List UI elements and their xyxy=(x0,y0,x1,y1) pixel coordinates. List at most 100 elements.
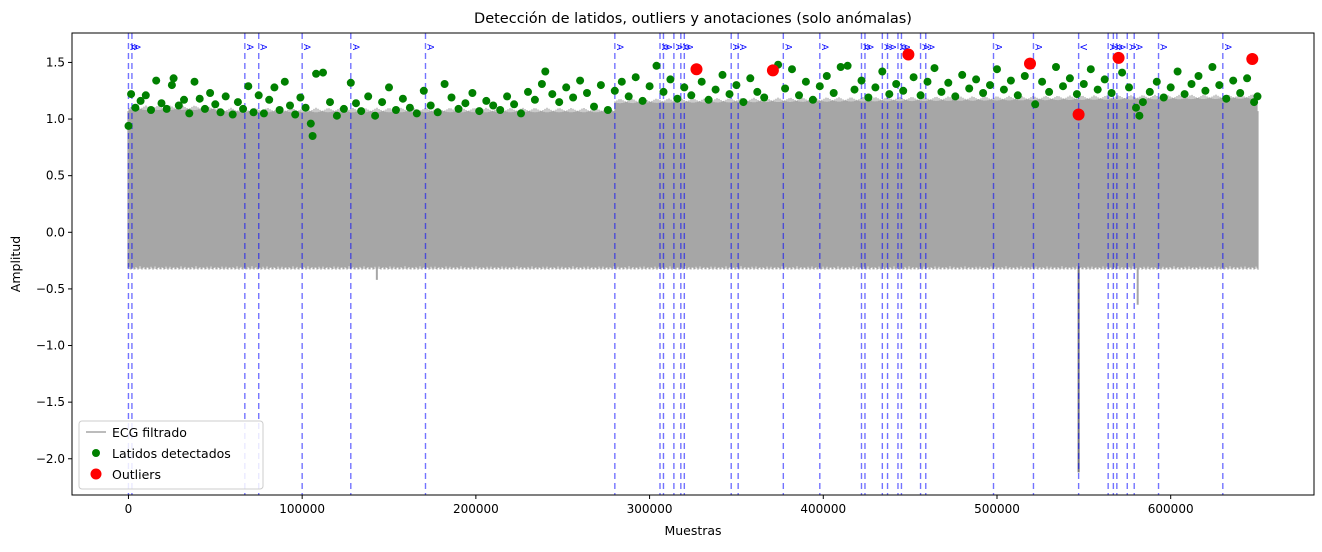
annotation-label: A xyxy=(258,44,268,51)
beat-point xyxy=(216,108,225,117)
beat-point xyxy=(645,82,654,91)
beat-point xyxy=(1145,87,1154,96)
beat-point xyxy=(162,104,171,113)
beat-point xyxy=(124,121,133,130)
beat-point xyxy=(739,98,748,107)
beat-point xyxy=(185,109,194,118)
beat-point xyxy=(718,70,727,79)
beat-point xyxy=(1020,72,1029,80)
beat-point xyxy=(510,100,519,109)
beat-point xyxy=(548,90,557,99)
beat-point xyxy=(631,73,640,82)
beat-point xyxy=(569,93,578,102)
beat-point xyxy=(801,77,810,86)
beat-point xyxy=(930,64,939,73)
beat-point xyxy=(788,65,796,74)
beat-point xyxy=(169,74,178,83)
beat-point xyxy=(871,83,880,92)
outlier-point xyxy=(766,64,779,77)
beat-point xyxy=(489,101,498,110)
beat-point xyxy=(1152,77,1161,86)
beat-point xyxy=(687,91,696,100)
beat-point xyxy=(233,98,242,107)
y-tick-label: 1.5 xyxy=(46,55,65,69)
beat-point xyxy=(892,80,901,88)
beat-point xyxy=(221,92,230,101)
beat-point xyxy=(864,93,873,102)
beat-point xyxy=(239,104,248,113)
beat-point xyxy=(659,87,668,96)
beat-point xyxy=(147,106,155,114)
beat-point xyxy=(843,61,852,70)
beat-point xyxy=(291,110,300,119)
legend: ECG filtrado Latidos detectados Outliers xyxy=(78,420,264,490)
beat-point xyxy=(795,91,803,100)
beat-point xyxy=(524,87,532,96)
beat-point xyxy=(972,75,981,84)
x-axis: 0 100000 200000 300000 400000 500000 600000 xyxy=(125,495,1194,516)
beat-point xyxy=(275,106,284,114)
beat-point xyxy=(697,77,706,86)
beat-point xyxy=(312,69,321,78)
annotation-label: A xyxy=(730,44,740,51)
annotation-label: A xyxy=(1133,44,1143,51)
x-tick-label: 100000 xyxy=(279,502,325,516)
legend-outliers-marker xyxy=(90,468,102,480)
beat-point xyxy=(541,67,550,76)
beat-point xyxy=(1059,82,1067,91)
outlier-point xyxy=(1112,51,1125,64)
beat-point xyxy=(815,82,824,91)
beat-point xyxy=(517,109,525,118)
y-axis: −2.0 −1.5 −1.0 −0.5 0.0 0.5 1.0 1.5 xyxy=(36,55,72,466)
beat-point xyxy=(993,65,1001,74)
beat-point xyxy=(206,89,215,97)
beat-point xyxy=(319,68,327,77)
beat-point xyxy=(332,111,341,120)
beat-point xyxy=(1180,90,1189,99)
x-axis-label: Muestras xyxy=(664,523,721,538)
beat-point xyxy=(482,96,491,105)
x-tick-label: 200000 xyxy=(453,502,499,516)
beat-point xyxy=(180,95,188,104)
annotation-label: A xyxy=(1107,44,1117,51)
beat-point xyxy=(732,81,741,90)
beat-point xyxy=(496,106,505,114)
beat-point xyxy=(850,85,859,94)
beat-point xyxy=(157,99,166,108)
beat-point xyxy=(965,84,974,93)
y-axis-label: Amplitud xyxy=(8,236,23,292)
beat-point xyxy=(1201,86,1210,95)
beat-point xyxy=(461,99,470,108)
beat-point xyxy=(624,92,633,101)
beat-point xyxy=(555,98,564,107)
annotation-label: A xyxy=(920,44,930,51)
beat-point xyxy=(1253,92,1262,101)
beat-point xyxy=(857,76,866,85)
beat-point xyxy=(352,99,360,108)
beat-point xyxy=(673,94,682,103)
beat-point xyxy=(364,92,373,101)
beat-point xyxy=(1222,94,1231,103)
beat-point xyxy=(339,104,348,113)
beat-point xyxy=(228,110,237,119)
outlier-point xyxy=(690,63,703,76)
beat-point xyxy=(610,86,619,95)
legend-box xyxy=(78,420,264,490)
beat-point xyxy=(583,89,591,97)
beat-point xyxy=(885,90,894,99)
beat-point xyxy=(136,96,145,105)
beat-point xyxy=(923,77,932,86)
beat-point xyxy=(440,80,449,88)
beat-point xyxy=(1065,74,1074,83)
beat-point xyxy=(725,90,734,99)
beat-point xyxy=(141,91,150,100)
annotation-label: A xyxy=(1032,44,1042,51)
beat-point xyxy=(1013,91,1022,100)
annotation-label: V xyxy=(1078,44,1088,51)
outlier-point xyxy=(1024,57,1036,70)
chart-title: Detección de latidos, outliers y anotaci… xyxy=(474,11,912,27)
beat-point xyxy=(1215,81,1224,90)
beat-point xyxy=(666,75,675,84)
beat-point xyxy=(711,85,720,94)
